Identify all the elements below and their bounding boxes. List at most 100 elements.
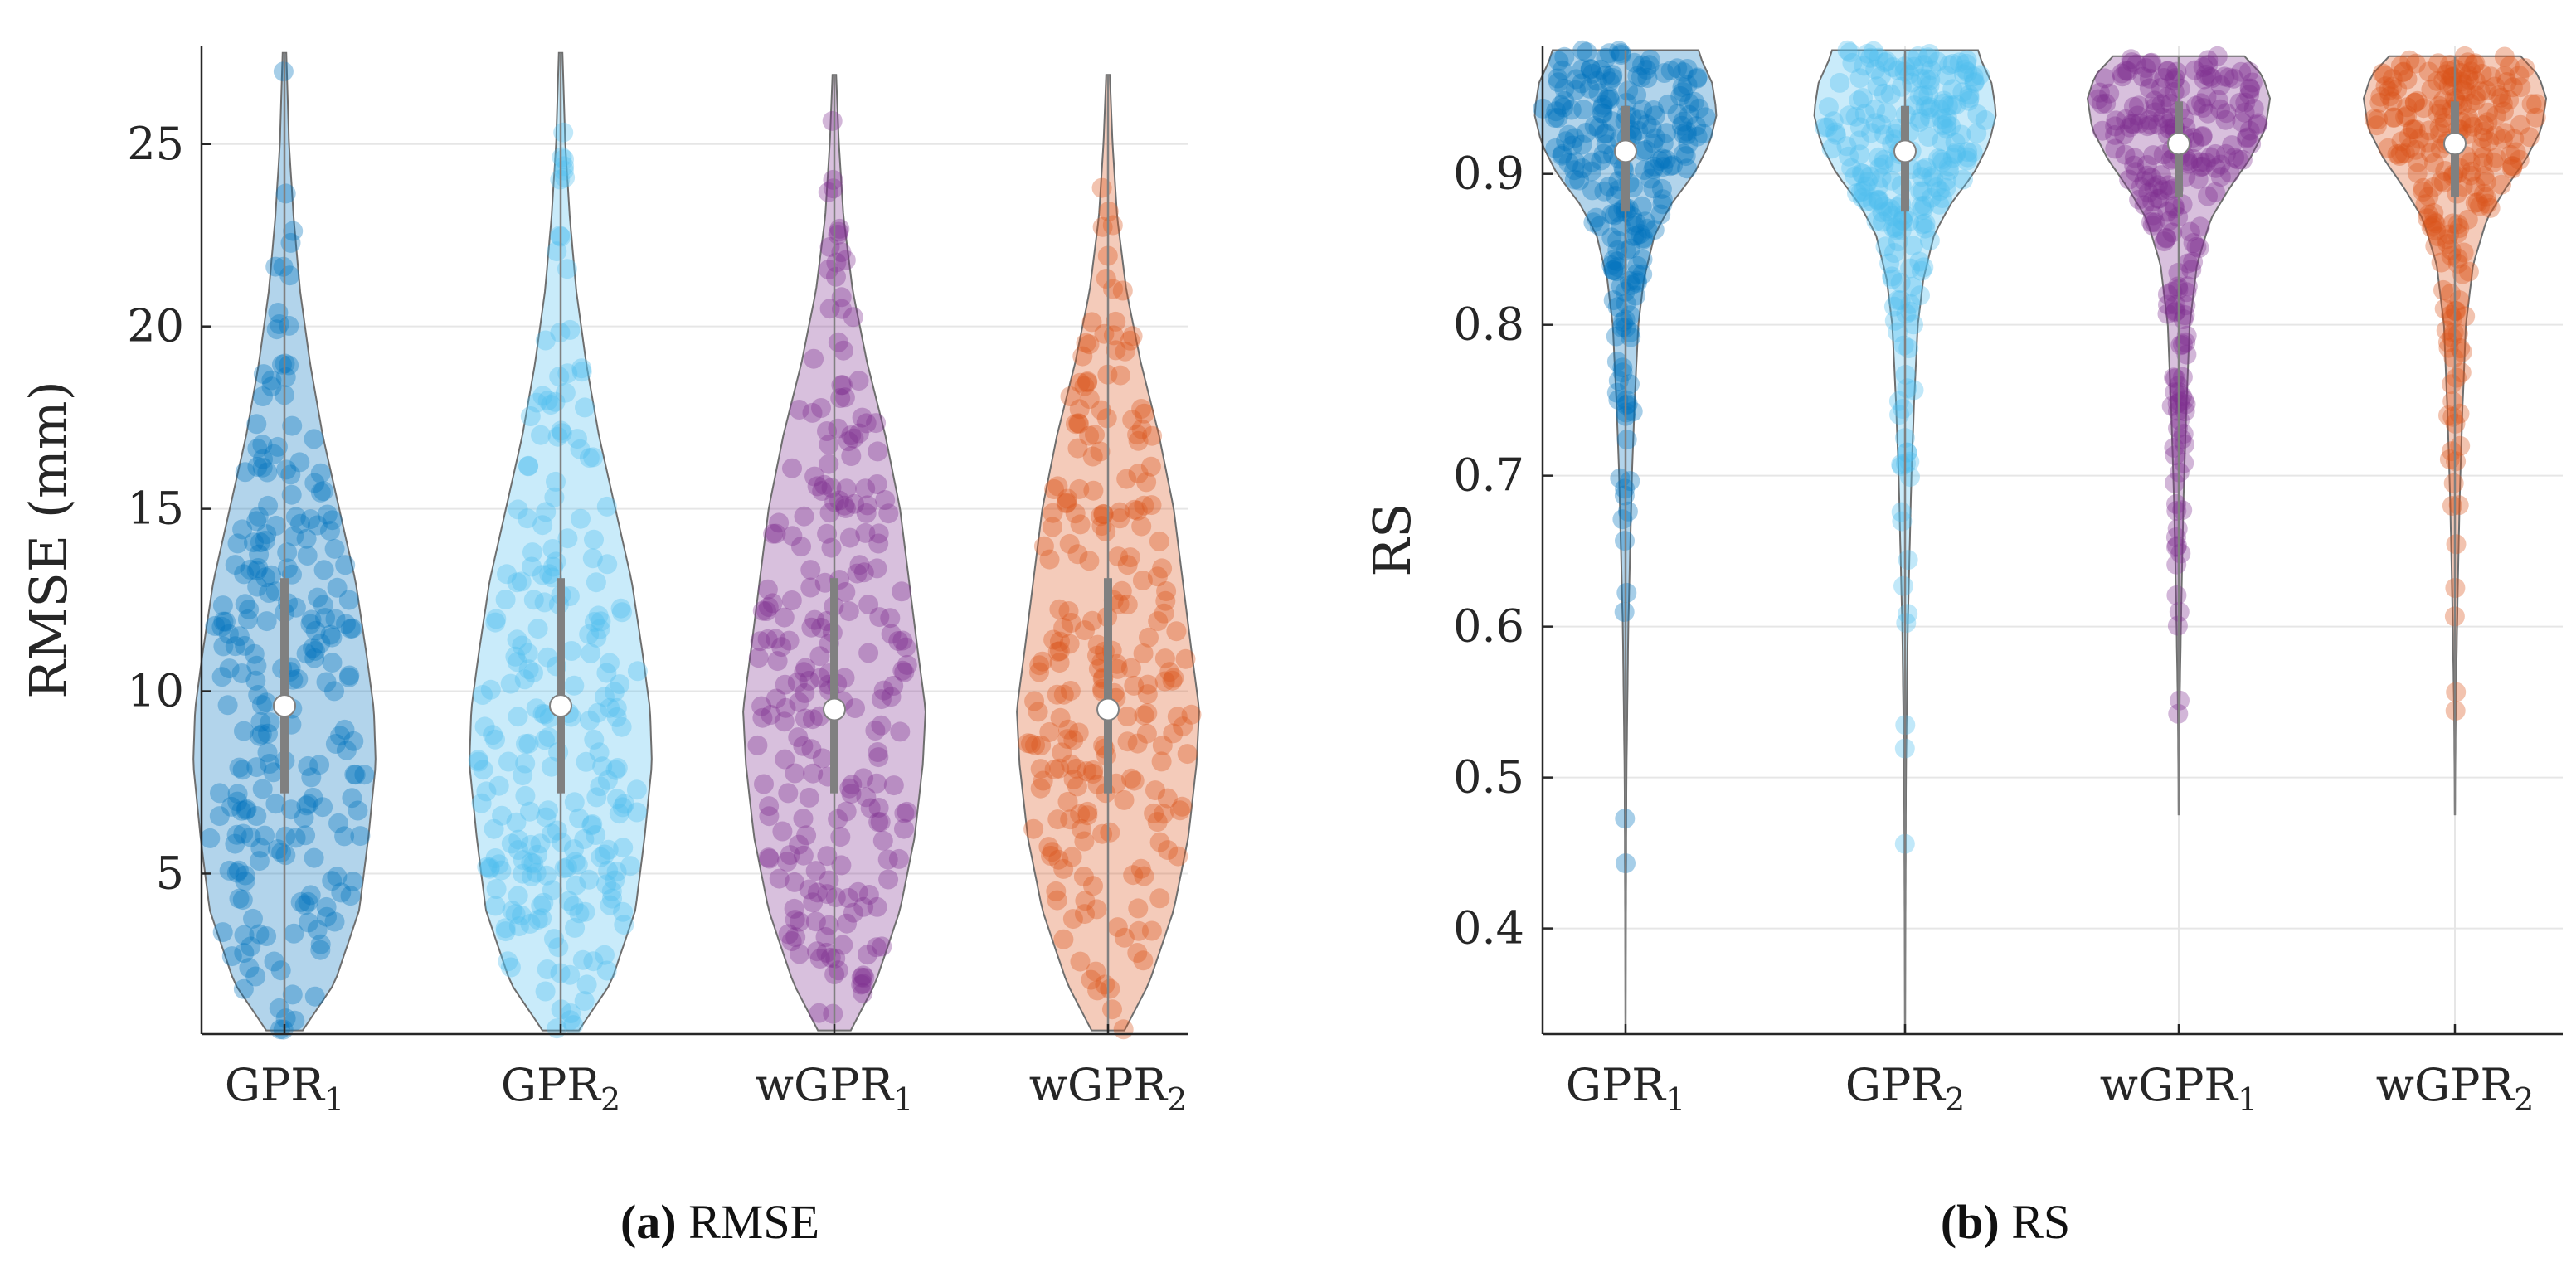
data-point-wGPR1 — [2238, 127, 2258, 148]
data-point-wGPR1 — [831, 287, 852, 308]
data-point-GPR2 — [1913, 214, 1933, 235]
data-point-wGPR2 — [1100, 822, 1120, 843]
data-point-GPR1 — [212, 595, 233, 616]
data-point-GPR2 — [532, 908, 552, 929]
data-point-GPR2 — [1916, 69, 1937, 90]
data-point-GPR1 — [1545, 138, 1566, 158]
data-point-GPR2 — [1825, 122, 1845, 143]
data-point-GPR2 — [1931, 149, 1951, 170]
data-point-wGPR2 — [2408, 152, 2428, 172]
data-point-GPR2 — [627, 802, 647, 823]
data-point-GPR1 — [1582, 152, 1602, 172]
data-point-wGPR2 — [1142, 425, 1163, 446]
data-point-GPR1 — [1676, 121, 1697, 142]
data-point-GPR1 — [1628, 120, 1649, 141]
data-point-GPR2 — [1902, 276, 1922, 297]
data-point-wGPR1 — [2165, 294, 2186, 315]
data-point-wGPR1 — [2236, 128, 2257, 148]
data-point-GPR1 — [1618, 80, 1639, 101]
data-point-GPR2 — [1837, 40, 1858, 61]
data-point-GPR1 — [248, 558, 269, 578]
data-point-GPR1 — [253, 364, 274, 385]
data-point-GPR2 — [1942, 53, 1963, 74]
data-point-GPR2 — [515, 753, 536, 774]
y-axis-label-rmse: RMSE (mm) — [18, 381, 79, 699]
data-point-wGPR1 — [2153, 144, 2174, 165]
data-point-wGPR1 — [748, 648, 769, 668]
data-point-wGPR1 — [769, 512, 790, 533]
data-point-wGPR2 — [2420, 143, 2441, 163]
data-point-GPR1 — [300, 885, 321, 906]
data-point-wGPR1 — [892, 581, 912, 602]
data-point-GPR1 — [1632, 249, 1653, 270]
data-point-wGPR1 — [2167, 393, 2188, 414]
data-point-wGPR2 — [1042, 842, 1062, 862]
data-point-wGPR1 — [828, 960, 848, 981]
data-point-GPR1 — [227, 791, 248, 812]
data-point-wGPR1 — [834, 387, 855, 408]
data-point-wGPR1 — [875, 490, 896, 510]
data-point-wGPR2 — [2397, 69, 2418, 90]
data-point-wGPR2 — [2447, 253, 2468, 274]
median-marker-GPR2 — [1893, 139, 1917, 163]
data-point-GPR2 — [579, 448, 600, 469]
data-point-GPR2 — [533, 892, 554, 913]
data-point-GPR2 — [538, 727, 559, 747]
data-point-GPR2 — [1865, 99, 1886, 119]
data-point-wGPR2 — [1127, 943, 1148, 963]
data-point-wGPR1 — [2192, 127, 2213, 147]
data-point-wGPR2 — [1057, 791, 1078, 812]
data-point-GPR2 — [531, 896, 552, 916]
data-point-GPR2 — [584, 729, 605, 750]
data-point-GPR1 — [258, 495, 279, 516]
data-point-GPR2 — [498, 951, 518, 972]
data-point-wGPR1 — [838, 601, 859, 622]
data-point-wGPR2 — [2418, 120, 2439, 141]
data-point-GPR1 — [330, 726, 350, 746]
data-point-wGPR1 — [838, 887, 858, 908]
data-point-wGPR2 — [2421, 217, 2442, 238]
data-point-GPR2 — [1916, 158, 1937, 178]
data-point-GPR2 — [1891, 456, 1912, 477]
data-point-GPR2 — [565, 852, 586, 872]
data-point-GPR1 — [1612, 362, 1633, 383]
data-point-wGPR1 — [820, 947, 841, 968]
data-point-GPR1 — [240, 559, 260, 580]
data-point-wGPR1 — [800, 560, 821, 580]
data-point-wGPR1 — [793, 845, 814, 866]
data-point-GPR2 — [1957, 142, 1978, 163]
data-point-wGPR1 — [823, 1003, 843, 1024]
data-point-wGPR2 — [1096, 522, 1116, 541]
data-point-wGPR1 — [2232, 112, 2253, 133]
data-point-wGPR2 — [2474, 114, 2495, 135]
data-point-GPR2 — [597, 554, 618, 575]
data-point-GPR1 — [1633, 141, 1654, 162]
data-point-wGPR2 — [2526, 94, 2547, 114]
data-point-wGPR1 — [2238, 61, 2259, 82]
data-point-GPR2 — [614, 915, 634, 935]
data-point-GPR2 — [557, 857, 577, 877]
data-point-GPR1 — [267, 436, 288, 457]
median-marker-wGPR2 — [1096, 697, 1120, 721]
data-point-GPR1 — [1636, 139, 1656, 160]
data-point-GPR2 — [581, 815, 602, 836]
data-point-wGPR2 — [2402, 119, 2423, 140]
data-point-GPR1 — [1624, 226, 1645, 246]
data-point-GPR2 — [537, 391, 558, 410]
data-point-wGPR1 — [841, 784, 862, 804]
data-point-GPR1 — [1582, 180, 1602, 201]
data-point-GPR2 — [1883, 218, 1904, 238]
data-point-wGPR2 — [1172, 796, 1193, 817]
data-point-GPR2 — [516, 734, 536, 754]
data-point-GPR2 — [527, 392, 547, 413]
data-point-GPR1 — [1677, 75, 1698, 95]
data-point-GPR1 — [211, 667, 232, 687]
data-point-wGPR1 — [866, 413, 887, 434]
data-point-GPR2 — [508, 840, 528, 860]
data-point-GPR1 — [1572, 40, 1593, 61]
data-point-GPR1 — [1667, 104, 1688, 124]
data-point-GPR1 — [1572, 158, 1592, 178]
data-point-wGPR2 — [2495, 123, 2515, 143]
data-point-GPR1 — [1582, 161, 1601, 182]
